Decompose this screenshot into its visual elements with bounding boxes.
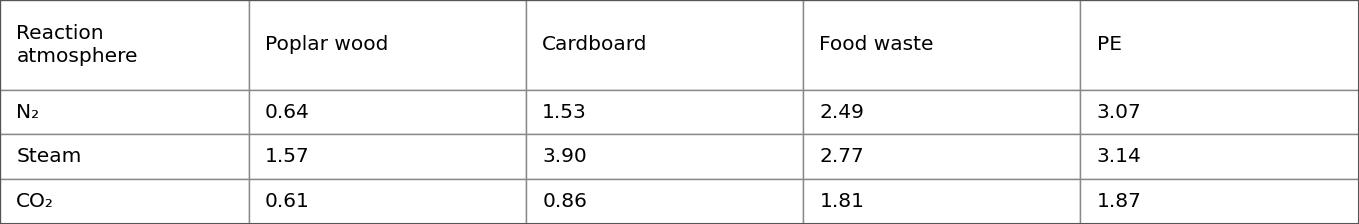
Text: 2.77: 2.77 bbox=[819, 147, 864, 166]
Bar bbox=[803, 90, 1080, 134]
Bar bbox=[1080, 90, 1359, 134]
Text: 3.90: 3.90 bbox=[542, 147, 587, 166]
Bar bbox=[526, 0, 803, 90]
Text: 1.57: 1.57 bbox=[265, 147, 310, 166]
Text: Steam: Steam bbox=[16, 147, 82, 166]
Bar bbox=[249, 179, 526, 224]
Bar bbox=[803, 179, 1080, 224]
Bar bbox=[0, 134, 249, 179]
Text: PE: PE bbox=[1097, 35, 1121, 54]
Text: 0.86: 0.86 bbox=[542, 192, 587, 211]
Bar bbox=[803, 134, 1080, 179]
Bar bbox=[249, 134, 526, 179]
Text: Food waste: Food waste bbox=[819, 35, 934, 54]
Bar bbox=[0, 179, 249, 224]
Bar bbox=[526, 179, 803, 224]
Text: 1.81: 1.81 bbox=[819, 192, 864, 211]
Bar bbox=[526, 134, 803, 179]
Text: CO₂: CO₂ bbox=[16, 192, 54, 211]
Text: 3.07: 3.07 bbox=[1097, 103, 1142, 121]
Bar bbox=[249, 90, 526, 134]
Bar bbox=[0, 90, 249, 134]
Text: Poplar wood: Poplar wood bbox=[265, 35, 389, 54]
Bar bbox=[803, 0, 1080, 90]
Text: N₂: N₂ bbox=[16, 103, 39, 121]
Bar bbox=[1080, 179, 1359, 224]
Bar bbox=[1080, 0, 1359, 90]
Bar bbox=[0, 0, 249, 90]
Bar bbox=[1080, 134, 1359, 179]
Text: 1.87: 1.87 bbox=[1097, 192, 1142, 211]
Text: 1.53: 1.53 bbox=[542, 103, 587, 121]
Bar bbox=[249, 0, 526, 90]
Text: Reaction
atmosphere: Reaction atmosphere bbox=[16, 24, 137, 66]
Bar bbox=[526, 90, 803, 134]
Text: Cardboard: Cardboard bbox=[542, 35, 648, 54]
Text: 2.49: 2.49 bbox=[819, 103, 864, 121]
Text: 0.61: 0.61 bbox=[265, 192, 310, 211]
Text: 0.64: 0.64 bbox=[265, 103, 310, 121]
Text: 3.14: 3.14 bbox=[1097, 147, 1142, 166]
